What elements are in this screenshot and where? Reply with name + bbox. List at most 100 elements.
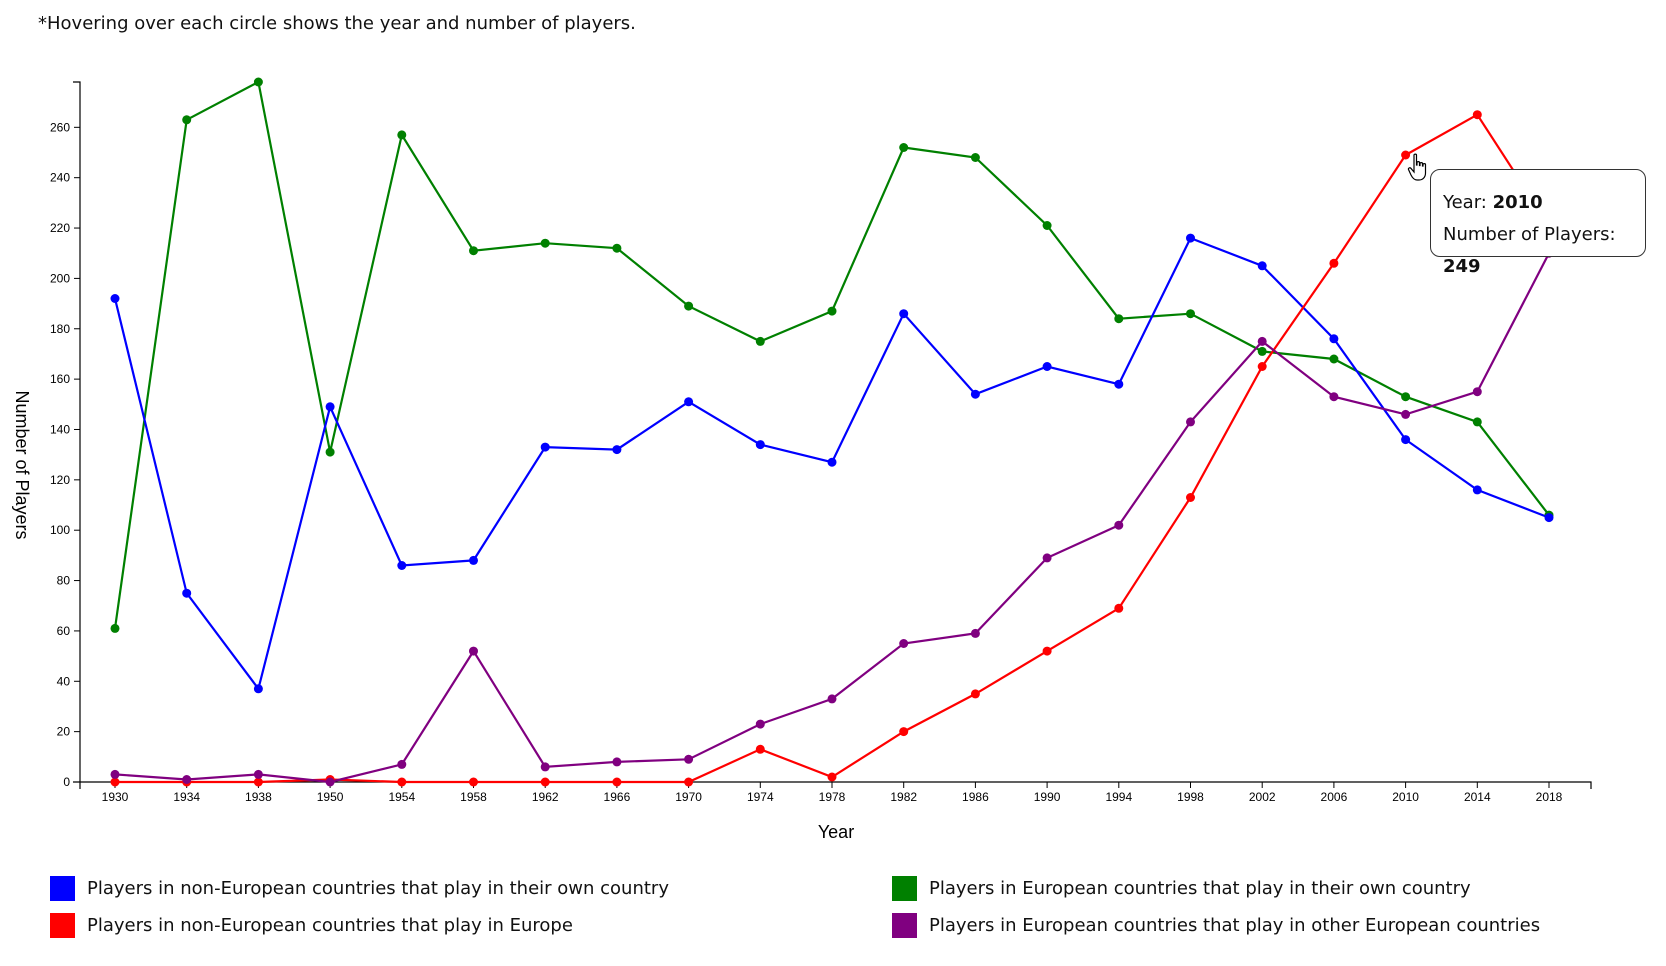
data-point-3-1970[interactable] (684, 754, 694, 764)
data-point-3-2006[interactable] (1329, 392, 1339, 402)
data-point-3-1950[interactable] (325, 777, 335, 787)
data-point-0-1978[interactable] (827, 457, 837, 467)
data-point-0-1954[interactable] (397, 561, 407, 570)
y-tick-label: 240 (50, 171, 70, 185)
data-point-2-2006[interactable] (1329, 354, 1339, 364)
series-points[interactable] (110, 77, 1554, 787)
data-point-0-1982[interactable] (899, 309, 909, 319)
data-point-3-1962[interactable] (540, 762, 550, 772)
data-point-3-1994[interactable] (1114, 520, 1124, 530)
data-point-1-2014[interactable] (1472, 110, 1482, 120)
data-point-0-1966[interactable] (612, 445, 622, 455)
data-point-1-1982[interactable] (899, 727, 909, 737)
legend-label: Players in non-European countries that p… (87, 878, 669, 899)
data-point-1-1930[interactable] (110, 777, 120, 787)
data-point-3-1974[interactable] (755, 719, 765, 729)
x-tick-label: 2002 (1249, 790, 1276, 804)
data-point-0-2006[interactable] (1329, 334, 1339, 344)
data-point-3-1982[interactable] (899, 639, 909, 648)
data-point-3-2010[interactable] (1401, 409, 1411, 419)
data-point-3-2014[interactable] (1472, 387, 1482, 397)
x-tick-label: 1958 (460, 790, 487, 804)
legend-item-2[interactable]: Players in European countries that play … (892, 876, 1471, 901)
data-point-3-1978[interactable] (827, 694, 837, 704)
data-point-0-1974[interactable] (755, 440, 765, 450)
data-point-3-1990[interactable] (1042, 553, 1052, 563)
legend-label: Players in non-European countries that p… (87, 915, 573, 936)
data-point-2-1970[interactable] (684, 301, 694, 311)
data-point-1-1994[interactable] (1114, 603, 1124, 613)
hand-cursor-icon (1407, 153, 1427, 181)
data-point-0-1990[interactable] (1042, 362, 1052, 371)
data-point-3-1958[interactable] (469, 646, 478, 656)
data-point-3-1966[interactable] (612, 757, 622, 767)
data-point-2-1938[interactable] (253, 77, 263, 87)
data-point-0-2010[interactable] (1401, 435, 1411, 445)
series-lines (113, 80, 1550, 784)
data-point-3-1954[interactable] (397, 759, 407, 769)
data-point-0-1950[interactable] (325, 402, 335, 412)
data-point-1-1970[interactable] (684, 777, 694, 787)
x-tick-label: 1970 (675, 790, 702, 804)
data-point-3-1938[interactable] (253, 769, 263, 779)
data-point-0-2002[interactable] (1257, 261, 1267, 271)
y-tick-label: 140 (50, 422, 70, 436)
data-point-2-1950[interactable] (325, 447, 335, 457)
data-point-0-2014[interactable] (1472, 485, 1482, 495)
data-point-1-2002[interactable] (1257, 362, 1267, 371)
data-point-2-1994[interactable] (1114, 314, 1124, 324)
legend-swatch (892, 876, 917, 901)
data-point-2-1978[interactable] (827, 306, 837, 316)
data-point-3-1986[interactable] (970, 628, 980, 638)
data-point-2-1982[interactable] (899, 143, 909, 152)
data-point-3-1930[interactable] (110, 769, 120, 779)
data-point-1-1938[interactable] (253, 777, 263, 787)
y-tick-label: 0 (63, 775, 70, 789)
data-point-2-2010[interactable] (1401, 392, 1411, 402)
y-tick-label: 20 (57, 725, 71, 739)
data-point-3-2002[interactable] (1257, 336, 1267, 346)
data-point-1-1986[interactable] (970, 689, 980, 699)
data-point-1-1954[interactable] (397, 777, 407, 787)
data-point-2-1954[interactable] (397, 130, 407, 140)
data-point-2-1934[interactable] (182, 115, 192, 125)
data-point-1-1990[interactable] (1042, 646, 1052, 656)
data-point-0-1930[interactable] (110, 294, 120, 303)
data-point-0-1938[interactable] (253, 684, 263, 694)
legend-item-1[interactable]: Players in non-European countries that p… (50, 913, 573, 938)
data-point-2-2014[interactable] (1472, 417, 1482, 427)
data-point-0-1962[interactable] (540, 442, 550, 452)
data-point-3-1934[interactable] (182, 775, 192, 784)
data-point-2-1986[interactable] (970, 153, 980, 162)
data-point-0-1934[interactable] (182, 588, 192, 598)
x-tick-label: 1934 (173, 790, 200, 804)
data-point-2-1966[interactable] (612, 243, 622, 253)
data-point-0-1994[interactable] (1114, 379, 1124, 389)
data-point-0-2018[interactable] (1544, 513, 1554, 523)
data-point-1-2006[interactable] (1329, 258, 1339, 268)
data-point-2-1962[interactable] (540, 238, 550, 248)
data-point-1-2010[interactable] (1401, 150, 1411, 160)
data-point-0-1958[interactable] (469, 555, 478, 565)
data-point-2-1930[interactable] (110, 623, 120, 633)
data-point-0-1970[interactable] (684, 397, 694, 407)
data-point-0-1998[interactable] (1186, 233, 1195, 243)
data-point-2-1974[interactable] (755, 336, 765, 346)
data-point-1-1998[interactable] (1186, 493, 1195, 502)
data-point-2-1958[interactable] (469, 246, 478, 256)
data-point-3-1998[interactable] (1186, 417, 1195, 427)
data-point-1-1958[interactable] (469, 777, 478, 787)
data-point-1-1966[interactable] (612, 777, 622, 787)
legend-item-3[interactable]: Players in European countries that play … (892, 913, 1540, 938)
data-point-2-1998[interactable] (1186, 309, 1195, 319)
data-point-2-1990[interactable] (1042, 221, 1052, 230)
x-tick-label: 1994 (1105, 790, 1132, 804)
data-point-1-1962[interactable] (540, 777, 550, 787)
data-point-1-1974[interactable] (755, 744, 765, 754)
data-point-2-2002[interactable] (1257, 346, 1267, 356)
legend-item-0[interactable]: Players in non-European countries that p… (50, 876, 669, 901)
data-point-1-1978[interactable] (827, 772, 837, 782)
data-point-0-1986[interactable] (970, 389, 980, 399)
x-tick-label: 1974 (747, 790, 774, 804)
